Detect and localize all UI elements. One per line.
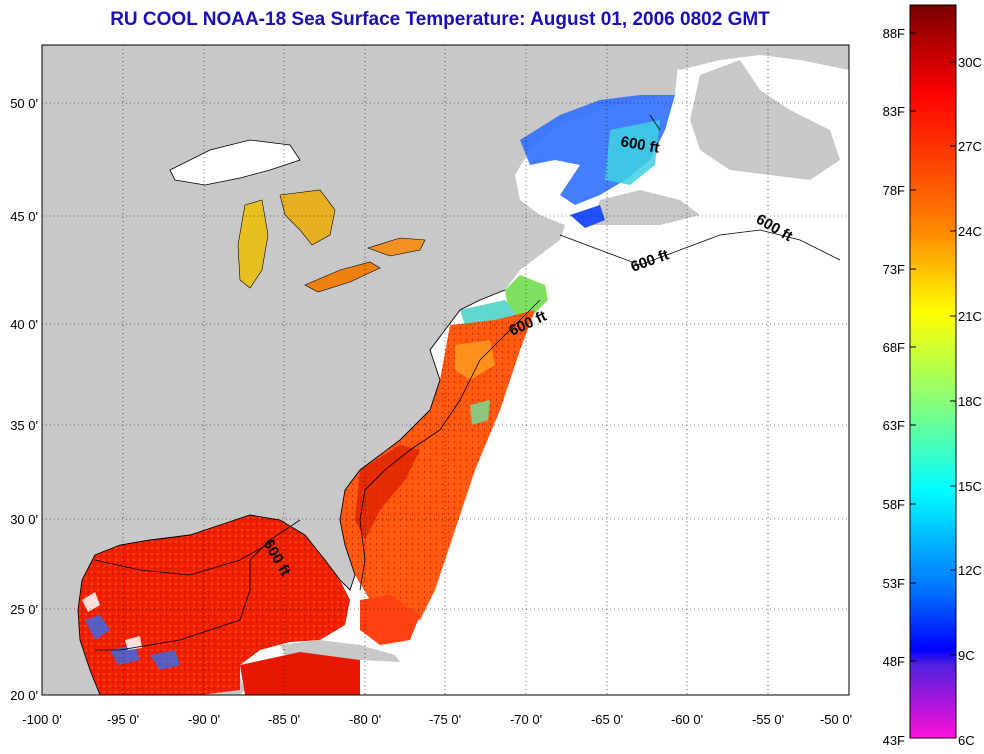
colorbar-c-label: 9C: [958, 648, 975, 663]
land-north-america: [42, 45, 680, 695]
land-cuba: [280, 640, 400, 662]
colorbar-f-label: 63F: [883, 418, 905, 433]
sst-gulf-of-maine: [505, 275, 548, 320]
lon-tick-label: -85 0': [268, 712, 300, 727]
sst-mid-patches: [455, 340, 495, 380]
colorbar-c-label: 21C: [958, 309, 982, 324]
colorbar-c-label: 12C: [958, 563, 982, 578]
lon-tick-label: -65 0': [591, 712, 623, 727]
lon-tick-label: -55 0': [752, 712, 784, 727]
colorbar-f-label: 83F: [883, 104, 905, 119]
colorbar-c-labels: 30C 27C 24C 21C 18C 15C 12C 9C 6C: [958, 55, 982, 748]
land-nova-scotia: [590, 190, 700, 225]
lon-tick-label: -60 0': [671, 712, 703, 727]
sst-caribbean: [240, 652, 360, 695]
lat-tick-label: 25 0': [10, 602, 38, 617]
lat-tick-label: 20 0': [10, 688, 38, 703]
lon-tick-labels: -100 0' -95 0' -90 0' -85 0' -80 0' -75 …: [22, 712, 852, 727]
lon-tick-label: -75 0': [429, 712, 461, 727]
lat-tick-label: 35 0': [10, 418, 38, 433]
colorbar-c-label: 15C: [958, 479, 982, 494]
shelf-contour: [95, 114, 841, 651]
lon-tick-label: -70 0': [510, 712, 542, 727]
lake-superior: [169, 139, 301, 186]
colorbar: [909, 4, 957, 739]
colorbar-f-label: 43F: [883, 733, 905, 748]
lat-tick-label: 45 0': [10, 209, 38, 224]
lon-tick-label: -100 0': [22, 712, 61, 727]
colorbar-f-label: 78F: [883, 183, 905, 198]
lake-huron: [279, 189, 336, 246]
colorbar-c-label: 18C: [958, 394, 982, 409]
colorbar-f-label: 68F: [883, 340, 905, 355]
colorbar-ticks: [910, 32, 956, 662]
colorbar-f-label: 58F: [883, 497, 905, 512]
sst-bahamas: [360, 595, 420, 645]
colorbar-f-label: 53F: [883, 576, 905, 591]
colorbar-f-labels: 88F 83F 78F 73F 68F 63F 58F 53F 48F 43F: [883, 26, 905, 748]
map-title: RU COOL NOAA-18 Sea Surface Temperature:…: [110, 9, 770, 30]
gulf-st-lawrence: [520, 95, 675, 205]
st-lawrence-cyan: [605, 120, 660, 185]
land-newfoundland: [690, 60, 840, 180]
colorbar-c-label: 30C: [958, 55, 982, 70]
plot-frame: [41, 44, 850, 696]
sst-cool-patch: [470, 400, 490, 425]
colorbar-f-label: 88F: [883, 26, 905, 41]
colorbar-f-label: 48F: [883, 654, 905, 669]
lat-tick-label: 50 0': [10, 96, 38, 111]
lat-tick-label: 40 0': [10, 317, 38, 332]
sst-gulf-stream: [355, 445, 420, 540]
grid: [42, 45, 849, 695]
lon-tick-label: -90 0': [188, 712, 220, 727]
colorbar-c-label: 24C: [958, 224, 982, 239]
lake-michigan: [237, 199, 269, 289]
lake-erie: [304, 261, 381, 293]
sst-swath-speckle: [340, 310, 535, 620]
sst-gulf-cloud-patches: [85, 615, 180, 670]
contour-label-st-lawrence: 600 ft: [619, 133, 661, 157]
colorbar-c-label: 27C: [958, 139, 982, 154]
lat-tick-labels: 20 0' 25 0' 30 0' 35 0' 40 0' 45 0' 50 0…: [10, 96, 38, 703]
colorbar-c-label: 6C: [958, 733, 975, 748]
lake-ontario: [367, 237, 426, 257]
colorbar-f-label: 73F: [883, 262, 905, 277]
land-labrador: [640, 45, 849, 70]
lon-tick-label: -95 0': [107, 712, 139, 727]
gulf-contour-north: [94, 539, 276, 576]
bay-of-fundy: [570, 205, 605, 228]
lon-tick-label: -80 0': [349, 712, 381, 727]
lat-tick-label: 30 0': [10, 512, 38, 527]
lon-tick-label: -50 0': [820, 712, 852, 727]
sst-gulf-white: [82, 592, 142, 650]
coastline: [77, 289, 506, 695]
sst-gulf-speckle: [78, 515, 350, 695]
